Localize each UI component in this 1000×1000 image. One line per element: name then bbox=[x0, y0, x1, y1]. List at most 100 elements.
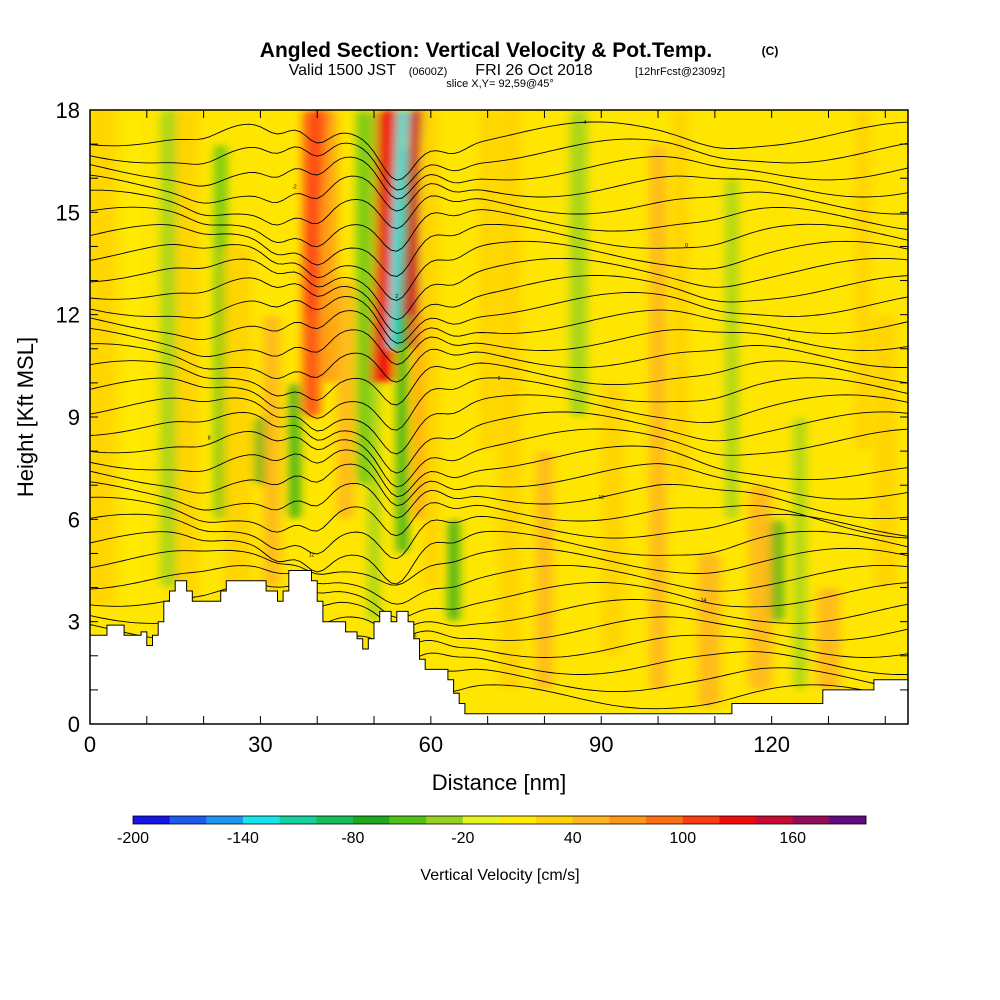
y-tick-label: 9 bbox=[68, 405, 80, 430]
colorbar-swatch bbox=[169, 816, 207, 824]
colorbar-swatch bbox=[242, 816, 280, 824]
plot-area: 181614121086420-2-4 bbox=[90, 110, 908, 724]
theta-contour bbox=[90, 343, 908, 383]
colorbar-tick-label: 100 bbox=[669, 830, 696, 847]
colorbar-swatch bbox=[316, 816, 354, 824]
x-tick-label: 60 bbox=[419, 732, 443, 757]
x-tick-label: 0 bbox=[84, 732, 96, 757]
theta-contour bbox=[90, 206, 908, 252]
downdraft-core bbox=[388, 110, 409, 349]
y-tick-label: 15 bbox=[56, 200, 80, 225]
colorbar-swatch bbox=[279, 816, 317, 824]
colorbar-swatch bbox=[133, 816, 170, 824]
contour-label: -4 bbox=[582, 120, 587, 126]
theta-contour bbox=[90, 223, 908, 277]
theta-contour bbox=[90, 309, 908, 353]
colorbar-swatch bbox=[426, 816, 464, 824]
colorbar-swatch bbox=[756, 816, 793, 824]
colorbar-tick-label: 40 bbox=[564, 830, 582, 847]
velocity-plume bbox=[126, 110, 144, 605]
y-tick-label: 0 bbox=[68, 712, 80, 737]
updraft-core bbox=[305, 110, 326, 315]
theta-contour bbox=[90, 174, 908, 212]
velocity-plume bbox=[873, 314, 897, 588]
contour-label: 14 bbox=[701, 598, 707, 604]
contour-label: 0 bbox=[685, 243, 688, 249]
y-axis-title: Height [Kft MSL] bbox=[13, 337, 38, 497]
y-tick-label: 6 bbox=[68, 507, 80, 532]
valid-prefix: Valid 1500 JST bbox=[289, 62, 397, 79]
velocity-plume bbox=[288, 382, 301, 520]
title-suffix: (C) bbox=[762, 44, 779, 58]
x-tick-label: 30 bbox=[248, 732, 272, 757]
updraft-core bbox=[371, 110, 397, 383]
colorbar-swatch bbox=[719, 816, 757, 824]
colorbar-tick-label: -20 bbox=[451, 830, 474, 847]
velocity-plume bbox=[447, 519, 460, 622]
contour-label: 6 bbox=[498, 376, 501, 382]
x-axis-title: Distance [nm] bbox=[432, 770, 567, 795]
theta-contour bbox=[90, 411, 908, 474]
theta-contour bbox=[90, 360, 908, 406]
colorbar-title: Vertical Velocity [cm/s] bbox=[420, 867, 579, 884]
theta-contour bbox=[90, 445, 908, 498]
velocity-plume bbox=[570, 110, 588, 417]
colorbar-swatch bbox=[462, 816, 500, 824]
velocity-plume bbox=[601, 382, 624, 656]
velocity-plume bbox=[223, 246, 252, 622]
colorbar-swatch bbox=[536, 816, 574, 824]
velocity-plume bbox=[263, 314, 281, 588]
colorbar-swatch bbox=[646, 816, 684, 824]
y-tick-label: 3 bbox=[68, 610, 80, 635]
contour-label: 10 bbox=[598, 495, 604, 501]
velocity-plume bbox=[90, 110, 116, 605]
theta-contour bbox=[90, 257, 908, 321]
theta-contour bbox=[90, 156, 908, 200]
theta-contour bbox=[90, 481, 908, 520]
velocity-plume bbox=[535, 451, 553, 690]
colorbar-swatch bbox=[572, 816, 610, 824]
velocity-plume bbox=[771, 519, 784, 622]
contour-label: 4 bbox=[787, 338, 790, 344]
velocity-plume bbox=[817, 587, 840, 690]
theta-contour bbox=[90, 496, 908, 539]
terrain bbox=[90, 570, 908, 724]
colorbar-swatch bbox=[682, 816, 720, 824]
forecast-info: [12hrFcst@2309z] bbox=[635, 66, 725, 78]
theta-contour bbox=[90, 564, 908, 605]
slice-info: slice X,Y= 92,59@45° bbox=[446, 78, 554, 90]
velocity-plume bbox=[854, 110, 872, 452]
velocity-plume bbox=[320, 110, 338, 383]
theta-contour bbox=[90, 327, 908, 366]
theta-contour bbox=[90, 428, 908, 488]
velocity-plume bbox=[422, 110, 440, 588]
contour-label: 8 bbox=[208, 436, 211, 442]
colorbar-swatch bbox=[352, 816, 390, 824]
velocity-plume bbox=[672, 110, 690, 486]
colorbar-swatch bbox=[206, 816, 244, 824]
colorbar-frame bbox=[132, 815, 867, 825]
colorbar-swatch bbox=[389, 816, 427, 824]
theta-contour bbox=[90, 240, 908, 301]
velocity-plume bbox=[499, 110, 522, 690]
velocity-plume bbox=[479, 110, 497, 452]
x-tick-label: 120 bbox=[753, 732, 790, 757]
velocity-plume bbox=[356, 110, 369, 486]
theta-contour bbox=[90, 138, 908, 191]
theta-contour bbox=[90, 513, 908, 560]
valid-date: FRI 26 Oct 2018 bbox=[475, 62, 592, 79]
theta-contour bbox=[90, 547, 908, 586]
velocity-plume bbox=[161, 110, 179, 588]
theta-contour bbox=[90, 530, 908, 585]
theta-contour bbox=[90, 121, 908, 181]
theta-contour bbox=[90, 292, 908, 344]
x-tick-label: 90 bbox=[589, 732, 613, 757]
colorbar-swatch bbox=[829, 816, 867, 824]
contour-label: 12 bbox=[309, 552, 315, 558]
contour-label: 2 bbox=[395, 294, 398, 300]
colorbar-swatch bbox=[499, 816, 537, 824]
valid-utc: (0600Z) bbox=[409, 66, 448, 78]
theta-contour bbox=[90, 189, 908, 230]
